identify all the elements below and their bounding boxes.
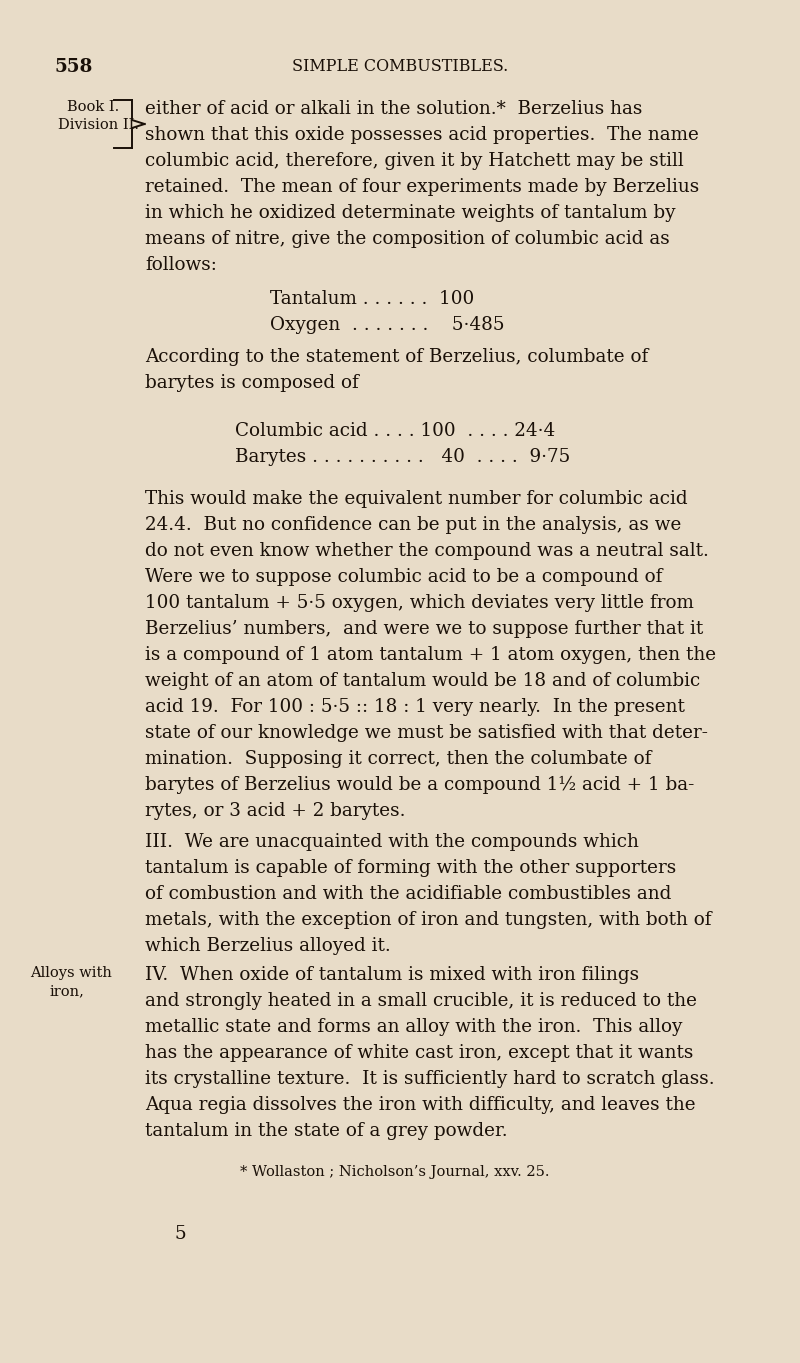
Text: Oxygen  . . . . . . .    5·485: Oxygen . . . . . . . 5·485 [270, 316, 505, 334]
Text: barytes of Berzelius would be a compound 1½ acid + 1 ba-: barytes of Berzelius would be a compound… [145, 776, 694, 795]
Text: metallic state and forms an alloy with the iron.  This alloy: metallic state and forms an alloy with t… [145, 1018, 682, 1036]
Text: follows:: follows: [145, 256, 217, 274]
Text: metals, with the exception of iron and tungsten, with both of: metals, with the exception of iron and t… [145, 910, 711, 930]
Text: According to the statement of Berzelius, columbate of: According to the statement of Berzelius,… [145, 348, 648, 367]
Text: barytes is composed of: barytes is composed of [145, 373, 358, 393]
Text: of combustion and with the acidifiable combustibles and: of combustion and with the acidifiable c… [145, 885, 671, 904]
Text: Alloys with: Alloys with [30, 966, 112, 980]
Text: tantalum is capable of forming with the other supporters: tantalum is capable of forming with the … [145, 859, 676, 876]
Text: III.  We are unacquainted with the compounds which: III. We are unacquainted with the compou… [145, 833, 639, 851]
Text: in which he oxidized determinate weights of tantalum by: in which he oxidized determinate weights… [145, 204, 675, 222]
Text: 100 tantalum + 5·5 oxygen, which deviates very little from: 100 tantalum + 5·5 oxygen, which deviate… [145, 594, 694, 612]
Text: retained.  The mean of four experiments made by Berzelius: retained. The mean of four experiments m… [145, 179, 699, 196]
Text: Berzelius’ numbers,  and were we to suppose further that it: Berzelius’ numbers, and were we to suppo… [145, 620, 703, 638]
Text: rytes, or 3 acid + 2 barytes.: rytes, or 3 acid + 2 barytes. [145, 801, 406, 821]
Text: Tantalum . . . . . .  100: Tantalum . . . . . . 100 [270, 290, 474, 308]
Text: 24.4.  But no confidence can be put in the analysis, as we: 24.4. But no confidence can be put in th… [145, 517, 682, 534]
Text: which Berzelius alloyed it.: which Berzelius alloyed it. [145, 936, 390, 955]
Text: Were we to suppose columbic acid to be a compound of: Were we to suppose columbic acid to be a… [145, 568, 662, 586]
Text: Columbic acid . . . . 100  . . . . 24·4: Columbic acid . . . . 100 . . . . 24·4 [235, 423, 555, 440]
Text: its crystalline texture.  It is sufficiently hard to scratch glass.: its crystalline texture. It is sufficien… [145, 1070, 714, 1088]
Text: mination.  Supposing it correct, then the columbate of: mination. Supposing it correct, then the… [145, 750, 651, 767]
Text: * Wollaston ; Nicholson’s Journal, xxv. 25.: * Wollaston ; Nicholson’s Journal, xxv. … [240, 1165, 550, 1179]
Text: 5: 5 [175, 1225, 186, 1243]
Text: Aqua regia dissolves the iron with difficulty, and leaves the: Aqua regia dissolves the iron with diffi… [145, 1096, 696, 1114]
Text: 558: 558 [55, 59, 94, 76]
Text: SIMPLE COMBUSTIBLES.: SIMPLE COMBUSTIBLES. [292, 59, 508, 75]
Text: shown that this oxide possesses acid properties.  The name: shown that this oxide possesses acid pro… [145, 125, 699, 144]
Text: means of nitre, give the composition of columbic acid as: means of nitre, give the composition of … [145, 230, 670, 248]
Text: acid 19.  For 100 : 5·5 :: 18 : 1 very nearly.  In the present: acid 19. For 100 : 5·5 :: 18 : 1 very ne… [145, 698, 685, 716]
Text: Barytes . . . . . . . . . .   40  . . . .  9·75: Barytes . . . . . . . . . . 40 . . . . 9… [235, 448, 570, 466]
Text: Division II.: Division II. [58, 119, 139, 132]
Text: is a compound of 1 atom tantalum + 1 atom oxygen, then the: is a compound of 1 atom tantalum + 1 ato… [145, 646, 716, 664]
Text: either of acid or alkali in the solution.*  Berzelius has: either of acid or alkali in the solution… [145, 99, 642, 119]
Text: and strongly heated in a small crucible, it is reduced to the: and strongly heated in a small crucible,… [145, 992, 697, 1010]
Text: This would make the equivalent number for columbic acid: This would make the equivalent number fo… [145, 491, 688, 508]
Text: iron,: iron, [50, 984, 85, 998]
Text: Book I.: Book I. [67, 99, 119, 114]
Text: tantalum in the state of a grey powder.: tantalum in the state of a grey powder. [145, 1122, 508, 1139]
Text: IV.  When oxide of tantalum is mixed with iron filings: IV. When oxide of tantalum is mixed with… [145, 966, 639, 984]
Text: columbic acid, therefore, given it by Hatchett may be still: columbic acid, therefore, given it by Ha… [145, 153, 684, 170]
Text: do not even know whether the compound was a neutral salt.: do not even know whether the compound wa… [145, 542, 709, 560]
Text: weight of an atom of tantalum would be 18 and of columbic: weight of an atom of tantalum would be 1… [145, 672, 700, 690]
Text: has the appearance of white cast iron, except that it wants: has the appearance of white cast iron, e… [145, 1044, 694, 1062]
Text: state of our knowledge we must be satisfied with that deter-: state of our knowledge we must be satisf… [145, 724, 708, 741]
